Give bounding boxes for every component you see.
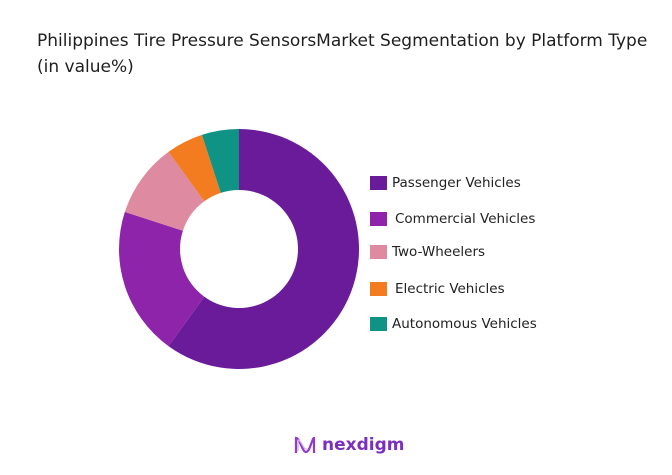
legend-item-commercial: Commercial Vehicles — [370, 211, 535, 227]
legend-label: Two-Wheelers — [392, 244, 486, 260]
legend-label: Autonomous Vehicles — [392, 316, 537, 332]
donut-slice-commercial-vehicles — [119, 211, 205, 347]
legend-item-autonomous: Autonomous Vehicles — [370, 316, 537, 332]
donut-slice-passenger-vehicles — [168, 129, 360, 370]
legend-swatch — [370, 176, 387, 190]
legend-label: Passenger Vehicles — [392, 175, 521, 191]
legend-swatch — [370, 212, 387, 226]
logo-text: nexdigm — [322, 435, 405, 455]
donut-slice-two-wheelers — [124, 151, 205, 231]
legend-item-passenger: Passenger Vehicles — [370, 175, 521, 191]
legend-item-two-wheelers: Two-Wheelers — [370, 244, 485, 260]
legend-swatch — [370, 245, 387, 259]
chart-title: Philippines Tire Pressure SensorsMarket … — [37, 31, 648, 77]
legend-label: Commercial Vehicles — [395, 211, 536, 227]
legend-swatch — [370, 317, 387, 331]
legend-label: Electric Vehicles — [395, 281, 505, 297]
donut-slice-electric-vehicles — [168, 134, 221, 202]
nexdigm-logo-icon — [294, 436, 316, 454]
nexdigm-logo: nexdigm — [294, 434, 404, 456]
legend-swatch — [370, 282, 387, 296]
legend-item-electric: Electric Vehicles — [370, 281, 505, 297]
donut-slice-autonomous-vehicles — [201, 129, 239, 193]
